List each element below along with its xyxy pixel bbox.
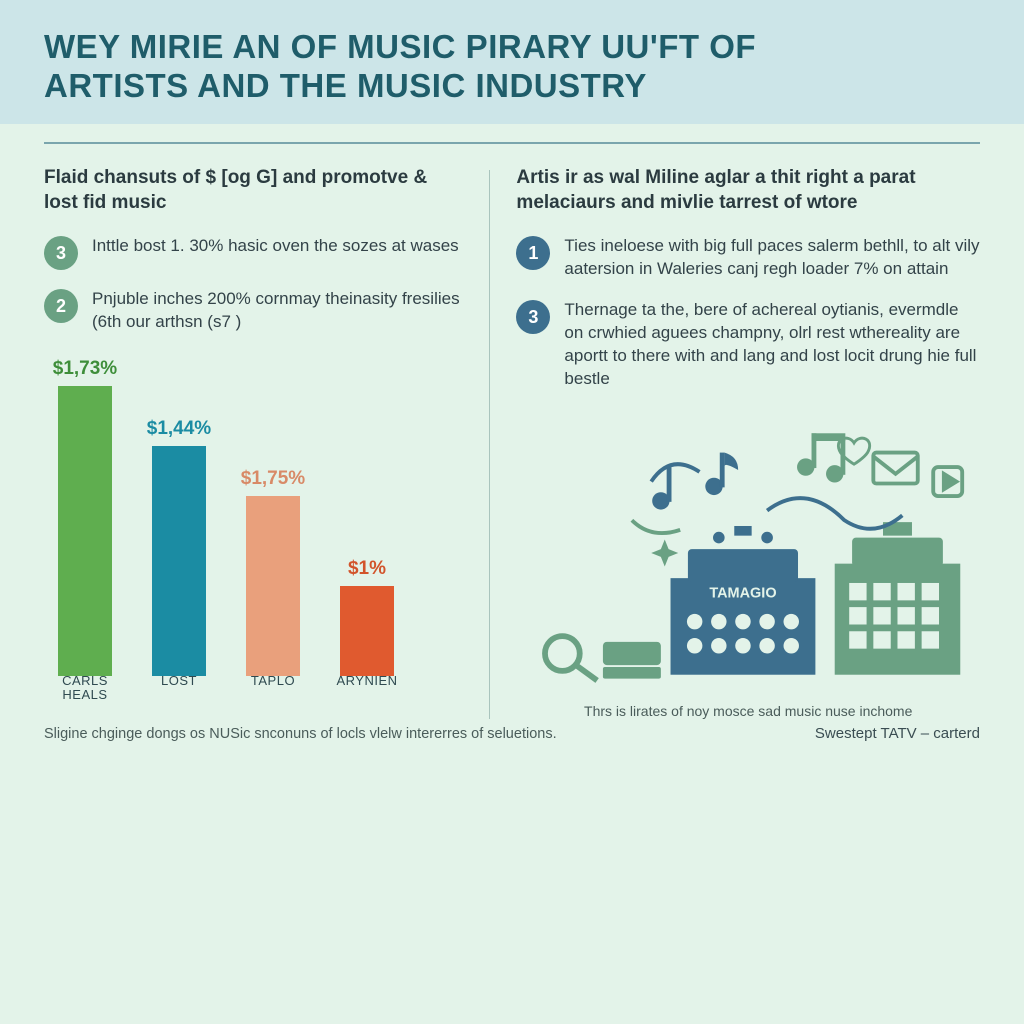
x-axis-label: LOST (144, 674, 214, 703)
bar-rect (246, 496, 300, 676)
right-subhead: Artis ir as wal Miline aglar a thit righ… (516, 166, 980, 215)
chart-bars: $1,73%$1,44%$1,75%$1% (44, 376, 463, 676)
green-building-icon (835, 522, 961, 675)
bullet-text: Pnjuble inches 200% cornmay theinasity f… (92, 288, 463, 334)
x-axis-label: TAPLO (238, 674, 308, 703)
illustration-svg: TAMAGIO (516, 409, 980, 699)
right-bullet-1: 1 Ties ineloese with big full paces sale… (516, 235, 980, 281)
right-bullet-2: 3 Thernage ta the, bere of achereal oyti… (516, 299, 980, 391)
header: WEY MIRIE AN OF MUSIC PIRARY UU'FT OF AR… (0, 0, 1024, 124)
illustration-caption: Thrs is lirates of noy mosce sad music n… (516, 703, 980, 719)
page-title: WEY MIRIE AN OF MUSIC PIRARY UU'FT OF AR… (44, 28, 980, 106)
bullet-badge: 2 (44, 289, 78, 323)
bullet-text: Inttle bost 1. 30% hasic oven the sozes … (92, 235, 459, 270)
bar-rect (340, 586, 394, 676)
squiggle-icon (768, 498, 903, 529)
illustration: TAMAGIO (516, 409, 980, 699)
bullet-badge: 3 (516, 300, 550, 334)
bar-value-label: $1,44% (147, 418, 211, 440)
footer: Sligine chginge dongs os NUSic snconuns … (0, 719, 1024, 760)
bar-value-label: $1,73% (53, 358, 117, 380)
chart-x-labels: CARLS HEALS LOST TAPLO ARYNIEN (44, 674, 463, 703)
footnote: Sligine chginge dongs os NUSic snconuns … (44, 726, 557, 742)
music-notes-icon (652, 452, 739, 509)
bar-value-label: $1,75% (241, 468, 305, 490)
building-label: TAMAGIO (710, 585, 777, 601)
x-axis-label: ARYNIEN (332, 674, 402, 703)
column-divider (489, 170, 490, 719)
title-line-1: WEY MIRIE AN OF MUSIC PIRARY UU'FT OF (44, 28, 756, 65)
chart-bar: $1,73% (50, 358, 120, 676)
music-notes-icon (797, 433, 845, 482)
x-axis-label: CARLS HEALS (50, 674, 120, 703)
sparkle-icon (652, 539, 679, 566)
bullet-text: Thernage ta the, bere of achereal oytian… (564, 299, 980, 391)
title-line-2: ARTISTS AND THE MUSIC INDUSTRY (44, 67, 647, 104)
left-subhead: Flaid chansuts of $ [og G] and promotve … (44, 166, 463, 215)
column-left: Flaid chansuts of $ [og G] and promotve … (44, 166, 463, 719)
bar-chart: $1,73% $1,44% $1,75% $1% CARLS HEALS LOST TAP… (44, 352, 463, 702)
play-icon (934, 467, 963, 496)
squiggle-icon (632, 520, 680, 533)
columns: Flaid chansuts of $ [og G] and promotve … (0, 144, 1024, 719)
bar-rect (58, 386, 112, 676)
blue-building-icon: TAMAGIO (671, 526, 816, 675)
left-bullet-1: 3 Inttle bost 1. 30% hasic oven the soze… (44, 235, 463, 270)
bar-rect (152, 446, 206, 676)
credit: Swestept TATV – carterd (815, 725, 980, 742)
bullet-badge: 3 (44, 236, 78, 270)
bullet-badge: 1 (516, 236, 550, 270)
column-right: Artis ir as wal Miline aglar a thit righ… (516, 166, 980, 719)
envelope-icon (874, 452, 918, 483)
bullet-text: Ties ineloese with big full paces salerm… (564, 235, 980, 281)
chart-bar: $1,44% (144, 418, 214, 676)
bar-value-label: $1% (348, 558, 386, 580)
left-bullet-2: 2 Pnjuble inches 200% cornmay theinasity… (44, 288, 463, 334)
chart-bar: $1% (332, 558, 402, 676)
chart-bar: $1,75% (238, 468, 308, 676)
search-record-icon (545, 636, 661, 680)
